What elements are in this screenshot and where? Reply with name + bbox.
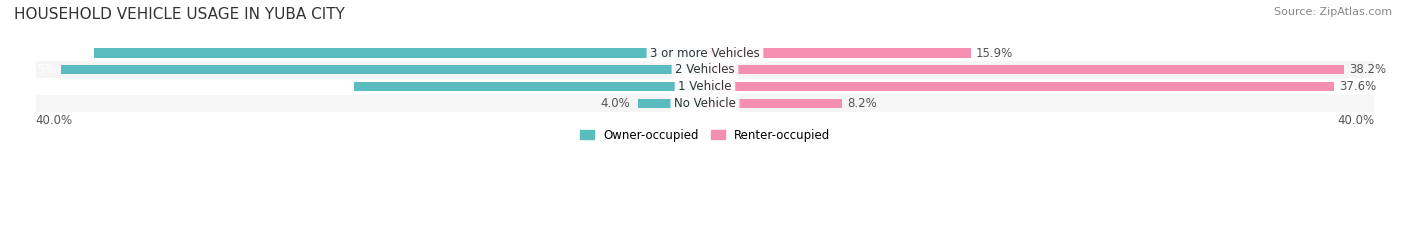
Legend: Owner-occupied, Renter-occupied: Owner-occupied, Renter-occupied	[575, 124, 835, 147]
Text: 36.5%: 36.5%	[52, 47, 89, 60]
Text: No Vehicle: No Vehicle	[673, 97, 735, 110]
Bar	[704, 48, 972, 58]
Bar	[35, 45, 1374, 62]
Text: 40.0%: 40.0%	[1337, 113, 1374, 127]
Text: 1 Vehicle: 1 Vehicle	[678, 80, 731, 93]
Text: Source: ZipAtlas.com: Source: ZipAtlas.com	[1274, 7, 1392, 17]
Text: 15.9%: 15.9%	[976, 47, 1014, 60]
Text: 3 or more Vehicles: 3 or more Vehicles	[650, 47, 759, 60]
Bar	[35, 95, 1374, 112]
Text: 38.2%: 38.2%	[1350, 63, 1386, 76]
Bar	[35, 62, 1374, 78]
Bar	[704, 82, 1334, 91]
Text: 4.0%: 4.0%	[600, 97, 630, 110]
Bar	[704, 99, 842, 108]
Text: 2 Vehicles: 2 Vehicles	[675, 63, 735, 76]
Bar	[353, 82, 704, 91]
Bar	[60, 65, 704, 75]
Bar	[704, 65, 1344, 75]
Bar	[35, 78, 1374, 95]
Text: 40.0%: 40.0%	[35, 113, 73, 127]
Text: HOUSEHOLD VEHICLE USAGE IN YUBA CITY: HOUSEHOLD VEHICLE USAGE IN YUBA CITY	[14, 7, 344, 22]
Text: 21.0%: 21.0%	[311, 80, 349, 93]
Bar	[94, 48, 704, 58]
Text: 38.5%: 38.5%	[18, 63, 56, 76]
Text: 37.6%: 37.6%	[1339, 80, 1376, 93]
Bar	[638, 99, 704, 108]
Text: 8.2%: 8.2%	[848, 97, 877, 110]
